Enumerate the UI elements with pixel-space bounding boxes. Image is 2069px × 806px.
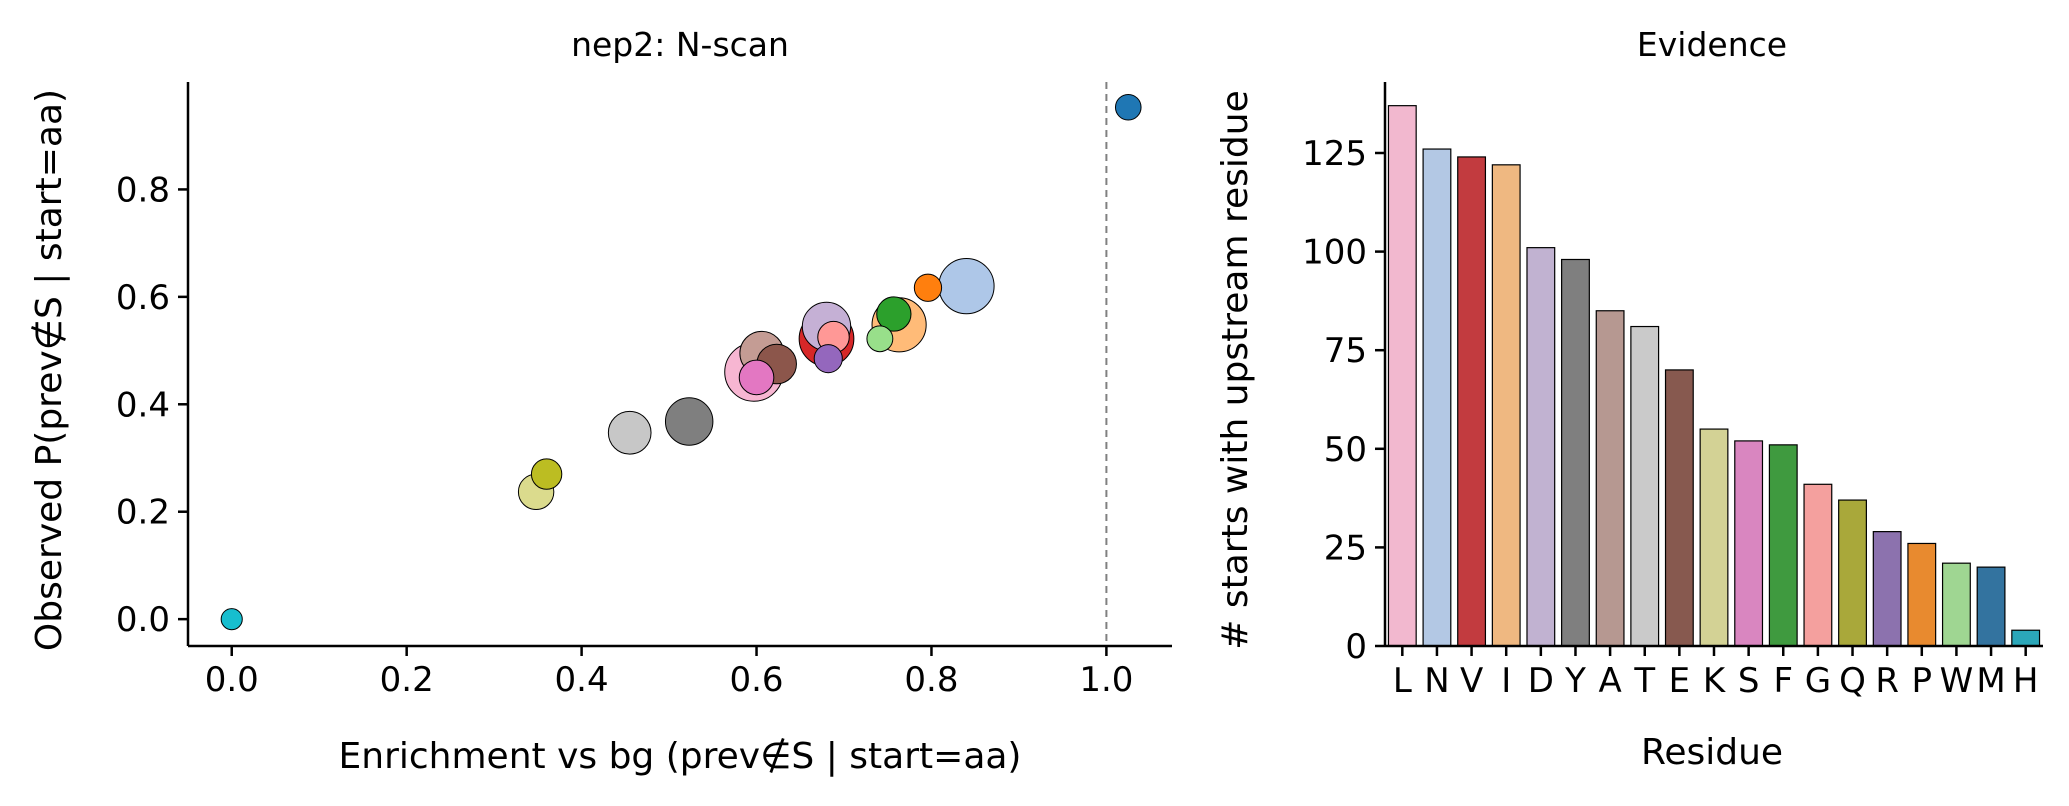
bar-x-tick-label: G	[1805, 661, 1831, 701]
scatter-point-T	[607, 410, 652, 455]
scatter-point-F	[876, 296, 912, 332]
bar-N	[1422, 148, 1452, 647]
bar-x-tick-label: K	[1703, 661, 1727, 701]
bar-x-tick-label: I	[1501, 661, 1511, 701]
bar-title: Evidence	[1637, 25, 1787, 64]
bar-R	[1872, 531, 1902, 647]
scatter-y-tick-label: 0.8	[116, 170, 170, 210]
scatter-x-tick-label: 0.8	[904, 660, 958, 700]
scatter-point-P	[913, 273, 943, 302]
bar-x-axis-label: Residue	[1641, 732, 1783, 773]
scatter-x-tick-label: 0.2	[380, 660, 434, 700]
bar-x-tick-label: M	[1976, 661, 2005, 701]
bar-T	[1630, 325, 1660, 647]
bar-marks	[1387, 105, 2041, 647]
scatter-point-W	[866, 325, 894, 353]
bar-x-tick-label: Y	[1564, 661, 1586, 701]
bar-S	[1734, 440, 1764, 647]
scatter-point-R	[813, 344, 843, 374]
bar-L	[1387, 105, 1417, 647]
bar-D	[1526, 247, 1556, 647]
scatter-point-M	[1114, 93, 1142, 121]
scatter-x-tick-label: 0.6	[729, 660, 783, 700]
bar-x-tick-label: N	[1424, 661, 1449, 701]
bar-x-tick-label: D	[1528, 661, 1554, 701]
bar-Y	[1561, 258, 1590, 647]
bar-x-tick-label: H	[2013, 661, 2039, 701]
scatter-x-axis-label: Enrichment vs bg (prev∉S | start=aa)	[339, 736, 1022, 777]
bar-Q	[1838, 499, 1867, 647]
bar-V	[1457, 156, 1487, 647]
bar-panel: Evidence L N V I D Y A T E K S F G Q R P W M H 0 25 50 75 100 12…	[1215, 25, 2043, 773]
scatter-point-H	[220, 608, 243, 631]
bar-W	[1941, 562, 1971, 647]
scatter-y-tick-label: 0.6	[116, 278, 170, 318]
scatter-point-S	[738, 359, 775, 396]
scatter-x-tick-label: 1.0	[1079, 660, 1133, 700]
bar-K	[1699, 428, 1729, 647]
bar-y-tick-label: 0	[1345, 627, 1367, 667]
bar-I	[1491, 164, 1521, 647]
scatter-y-tick-label: 0.0	[116, 600, 170, 640]
bar-y-tick-label: 125	[1302, 134, 1367, 174]
scatter-point-N	[938, 257, 995, 315]
scatter-y-tick-label: 0.4	[116, 385, 170, 425]
bar-y-tick-label: 50	[1324, 430, 1367, 470]
bar-x-tick-label: W	[1940, 661, 1974, 701]
scatter-x-tick-label: 0.4	[555, 660, 609, 700]
bar-x-tick-label: E	[1669, 661, 1690, 701]
bar-x-tick-label: S	[1738, 661, 1760, 701]
bar-x-tick-label: P	[1912, 661, 1933, 701]
scatter-marks	[220, 82, 1142, 646]
bar-y-tick-label: 100	[1302, 233, 1367, 273]
bar-F	[1768, 444, 1798, 647]
bar-x-tick-label: L	[1393, 661, 1412, 701]
scatter-y-axis-label: Observed P(prev∉S | start=aa)	[29, 89, 70, 651]
bar-axes: L N V I D Y A T E K S F G Q R P W M H 0 25 50 75 100 125	[1302, 82, 2043, 701]
bar-P	[1907, 542, 1937, 647]
bar-M	[1976, 566, 2006, 647]
scatter-panel: nep2: N-scan 0.0 0.2 0.4 0.6 0.8 1.0 0.0 0.2 0.4…	[29, 25, 1172, 777]
scatter-point-Q	[530, 458, 563, 490]
bar-x-tick-label: A	[1598, 661, 1621, 701]
bar-A	[1595, 310, 1625, 647]
bar-x-tick-label: R	[1875, 661, 1899, 701]
bar-y-tick-label: 75	[1324, 331, 1367, 371]
bar-E	[1664, 369, 1694, 647]
scatter-point-Y	[664, 397, 714, 446]
scatter-title: nep2: N-scan	[571, 25, 789, 64]
scatter-x-tick-label: 0.0	[205, 660, 259, 700]
bar-H	[2011, 629, 2041, 647]
scatter-axes: 0.0 0.2 0.4 0.6 0.8 1.0 0.0 0.2 0.4 0.6 0.8	[116, 82, 1172, 700]
bar-x-tick-label: Q	[1839, 661, 1866, 701]
scatter-y-tick-label: 0.2	[116, 493, 170, 533]
bar-x-tick-label: T	[1633, 661, 1655, 701]
bar-y-tick-label: 25	[1324, 528, 1367, 568]
bar-x-tick-label: F	[1773, 661, 1793, 701]
bar-y-axis-label: # starts with upstream residue	[1215, 90, 1256, 649]
bar-x-tick-label: V	[1460, 661, 1483, 701]
bar-G	[1803, 483, 1833, 647]
